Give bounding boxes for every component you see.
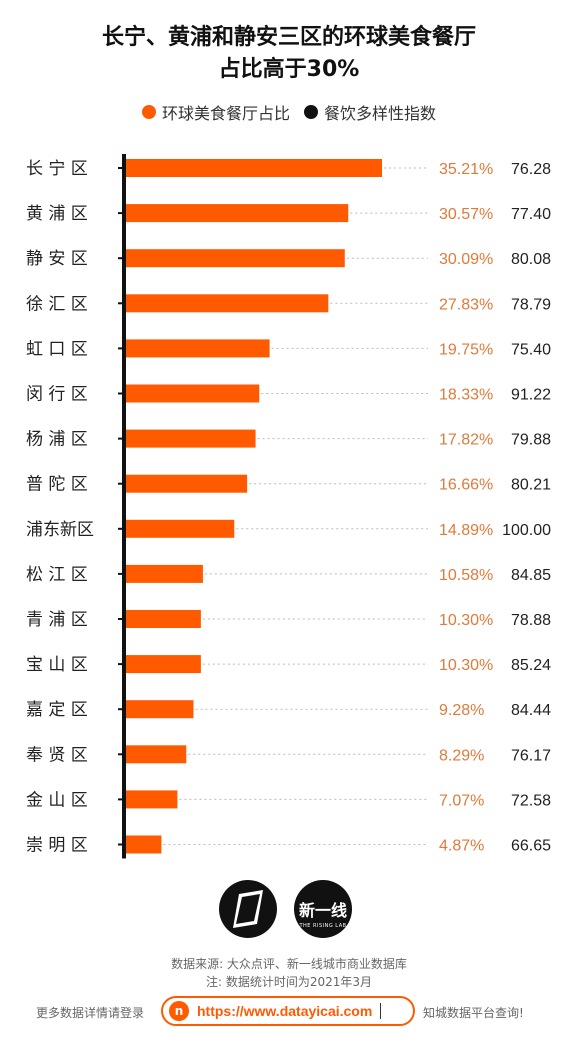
parallelogram-logo-icon	[233, 890, 263, 928]
chart-title: 长宁、黄浦和静安三区的环球美食餐厅 占比高于30%	[0, 22, 578, 86]
share-value-label: 10.58%	[439, 567, 493, 584]
footer: 更多数据详情请登录 n https://www.datayicai.com 知城…	[0, 996, 578, 1028]
category-label: 徐 汇 区	[26, 294, 88, 314]
bar	[126, 384, 260, 403]
bar	[126, 474, 248, 493]
chart-title-line-1: 长宁、黄浦和静安三区的环球美食餐厅	[101, 25, 476, 50]
diversity-value-label: 80.21	[511, 477, 551, 494]
share-value-label: 8.29%	[439, 747, 484, 764]
bar	[126, 249, 345, 268]
bar	[126, 790, 178, 809]
bar-chart: 长 宁 区 35.21% 76.28 黄 浦 区 30.57% 77.40 静 安 区 30.…	[26, 154, 551, 859]
share-value-label: 14.89%	[439, 522, 493, 539]
share-value-label: 18.33%	[439, 387, 493, 404]
diversity-value-label: 84.85	[511, 567, 551, 584]
source-note: 数据来源: 大众点评、新一线城市商业数据库 注: 数据统计时间为2021年3月	[0, 955, 578, 991]
share-value-label: 9.28%	[439, 702, 484, 719]
bar	[126, 655, 201, 674]
bar	[126, 564, 203, 583]
category-label: 金 山 区	[26, 790, 88, 810]
legend-label-share: 环球美食餐厅占比	[161, 104, 290, 123]
diversity-value-label: 79.88	[511, 432, 551, 449]
bar	[126, 159, 382, 177]
diversity-value-label: 77.40	[511, 206, 551, 223]
share-value-label: 30.57%	[439, 206, 493, 223]
category-label: 黄 浦 区	[26, 204, 88, 224]
bar	[126, 339, 270, 358]
category-label: 松 江 区	[26, 565, 88, 585]
bar	[126, 519, 235, 538]
logo-row: 新一线 THE RISING LAB	[0, 880, 578, 940]
diversity-value-label: 75.40	[511, 341, 551, 358]
footer-left-text: 更多数据详情请登录	[36, 1006, 145, 1020]
diversity-value-label: 78.79	[511, 296, 551, 313]
share-value-label: 19.75%	[439, 341, 493, 358]
category-label: 奉 贤 区	[26, 745, 88, 765]
share-value-label: 35.21%	[439, 161, 493, 178]
bar	[126, 429, 256, 448]
category-label: 虹 口 区	[26, 339, 88, 359]
legend-label-diversity: 餐饮多样性指数	[324, 104, 437, 123]
url-link[interactable]: n https://www.datayicai.com	[161, 996, 415, 1026]
bar	[126, 835, 162, 854]
source-line: 数据来源: 大众点评、新一线城市商业数据库	[171, 957, 407, 971]
share-value-label: 27.83%	[439, 296, 493, 313]
brand-logo-subtext: THE RISING LAB	[299, 923, 347, 929]
brand-logo-left-icon	[219, 880, 277, 938]
bar	[126, 204, 349, 223]
bar	[126, 294, 329, 313]
diversity-value-label: 100.00	[502, 522, 551, 539]
category-label: 闵 行 区	[26, 385, 88, 405]
text-caret	[380, 1003, 382, 1019]
diversity-value-label: 91.22	[511, 387, 551, 404]
legend-dot-orange	[141, 105, 156, 119]
diversity-value-label: 80.08	[511, 251, 551, 268]
category-label: 普 陀 区	[26, 475, 88, 495]
category-label: 崇 明 区	[26, 836, 88, 856]
datayicai-icon: n	[169, 1001, 189, 1021]
diversity-value-label: 72.58	[511, 792, 551, 809]
share-value-label: 4.87%	[439, 838, 484, 855]
bar	[126, 700, 194, 719]
url-text[interactable]: https://www.datayicai.com	[197, 1003, 373, 1019]
diversity-value-label: 85.24	[511, 657, 551, 674]
bar	[126, 745, 187, 764]
diversity-value-label: 76.17	[511, 747, 551, 764]
brand-logo-text: 新一线	[298, 901, 347, 920]
category-label: 宝 山 区	[26, 655, 88, 675]
legend-dot-black	[304, 105, 318, 119]
chart-title-line-2: 占比高于30%	[218, 57, 360, 82]
chart-legend: 环球美食餐厅占比 餐饮多样性指数	[0, 100, 578, 124]
diversity-value-label: 84.44	[511, 702, 551, 719]
category-label: 浦东新区	[26, 520, 94, 540]
bar	[126, 610, 201, 628]
category-label: 静 安 区	[26, 249, 88, 269]
footer-right-text: 知城数据平台查询!	[423, 1006, 524, 1020]
category-label: 长 宁 区	[26, 159, 88, 179]
brand-logo-right: 新一线 THE RISING LAB	[294, 880, 352, 938]
category-label: 嘉 定 区	[26, 700, 88, 720]
share-value-label: 16.66%	[439, 477, 493, 494]
share-value-label: 10.30%	[439, 612, 493, 629]
category-label: 杨 浦 区	[26, 430, 88, 450]
diversity-value-label: 78.88	[511, 612, 551, 629]
share-value-label: 30.09%	[439, 251, 493, 268]
legend-item-diversity: 餐饮多样性指数	[304, 100, 436, 124]
diversity-value-label: 66.65	[511, 838, 551, 855]
share-value-label: 10.30%	[439, 657, 493, 674]
diversity-value-label: 76.28	[511, 161, 551, 178]
category-label: 青 浦 区	[26, 610, 88, 630]
note-line: 注: 数据统计时间为2021年3月	[205, 975, 373, 989]
share-value-label: 17.82%	[439, 432, 493, 449]
legend-item-share: 环球美食餐厅占比	[141, 100, 290, 124]
share-value-label: 7.07%	[439, 792, 484, 809]
